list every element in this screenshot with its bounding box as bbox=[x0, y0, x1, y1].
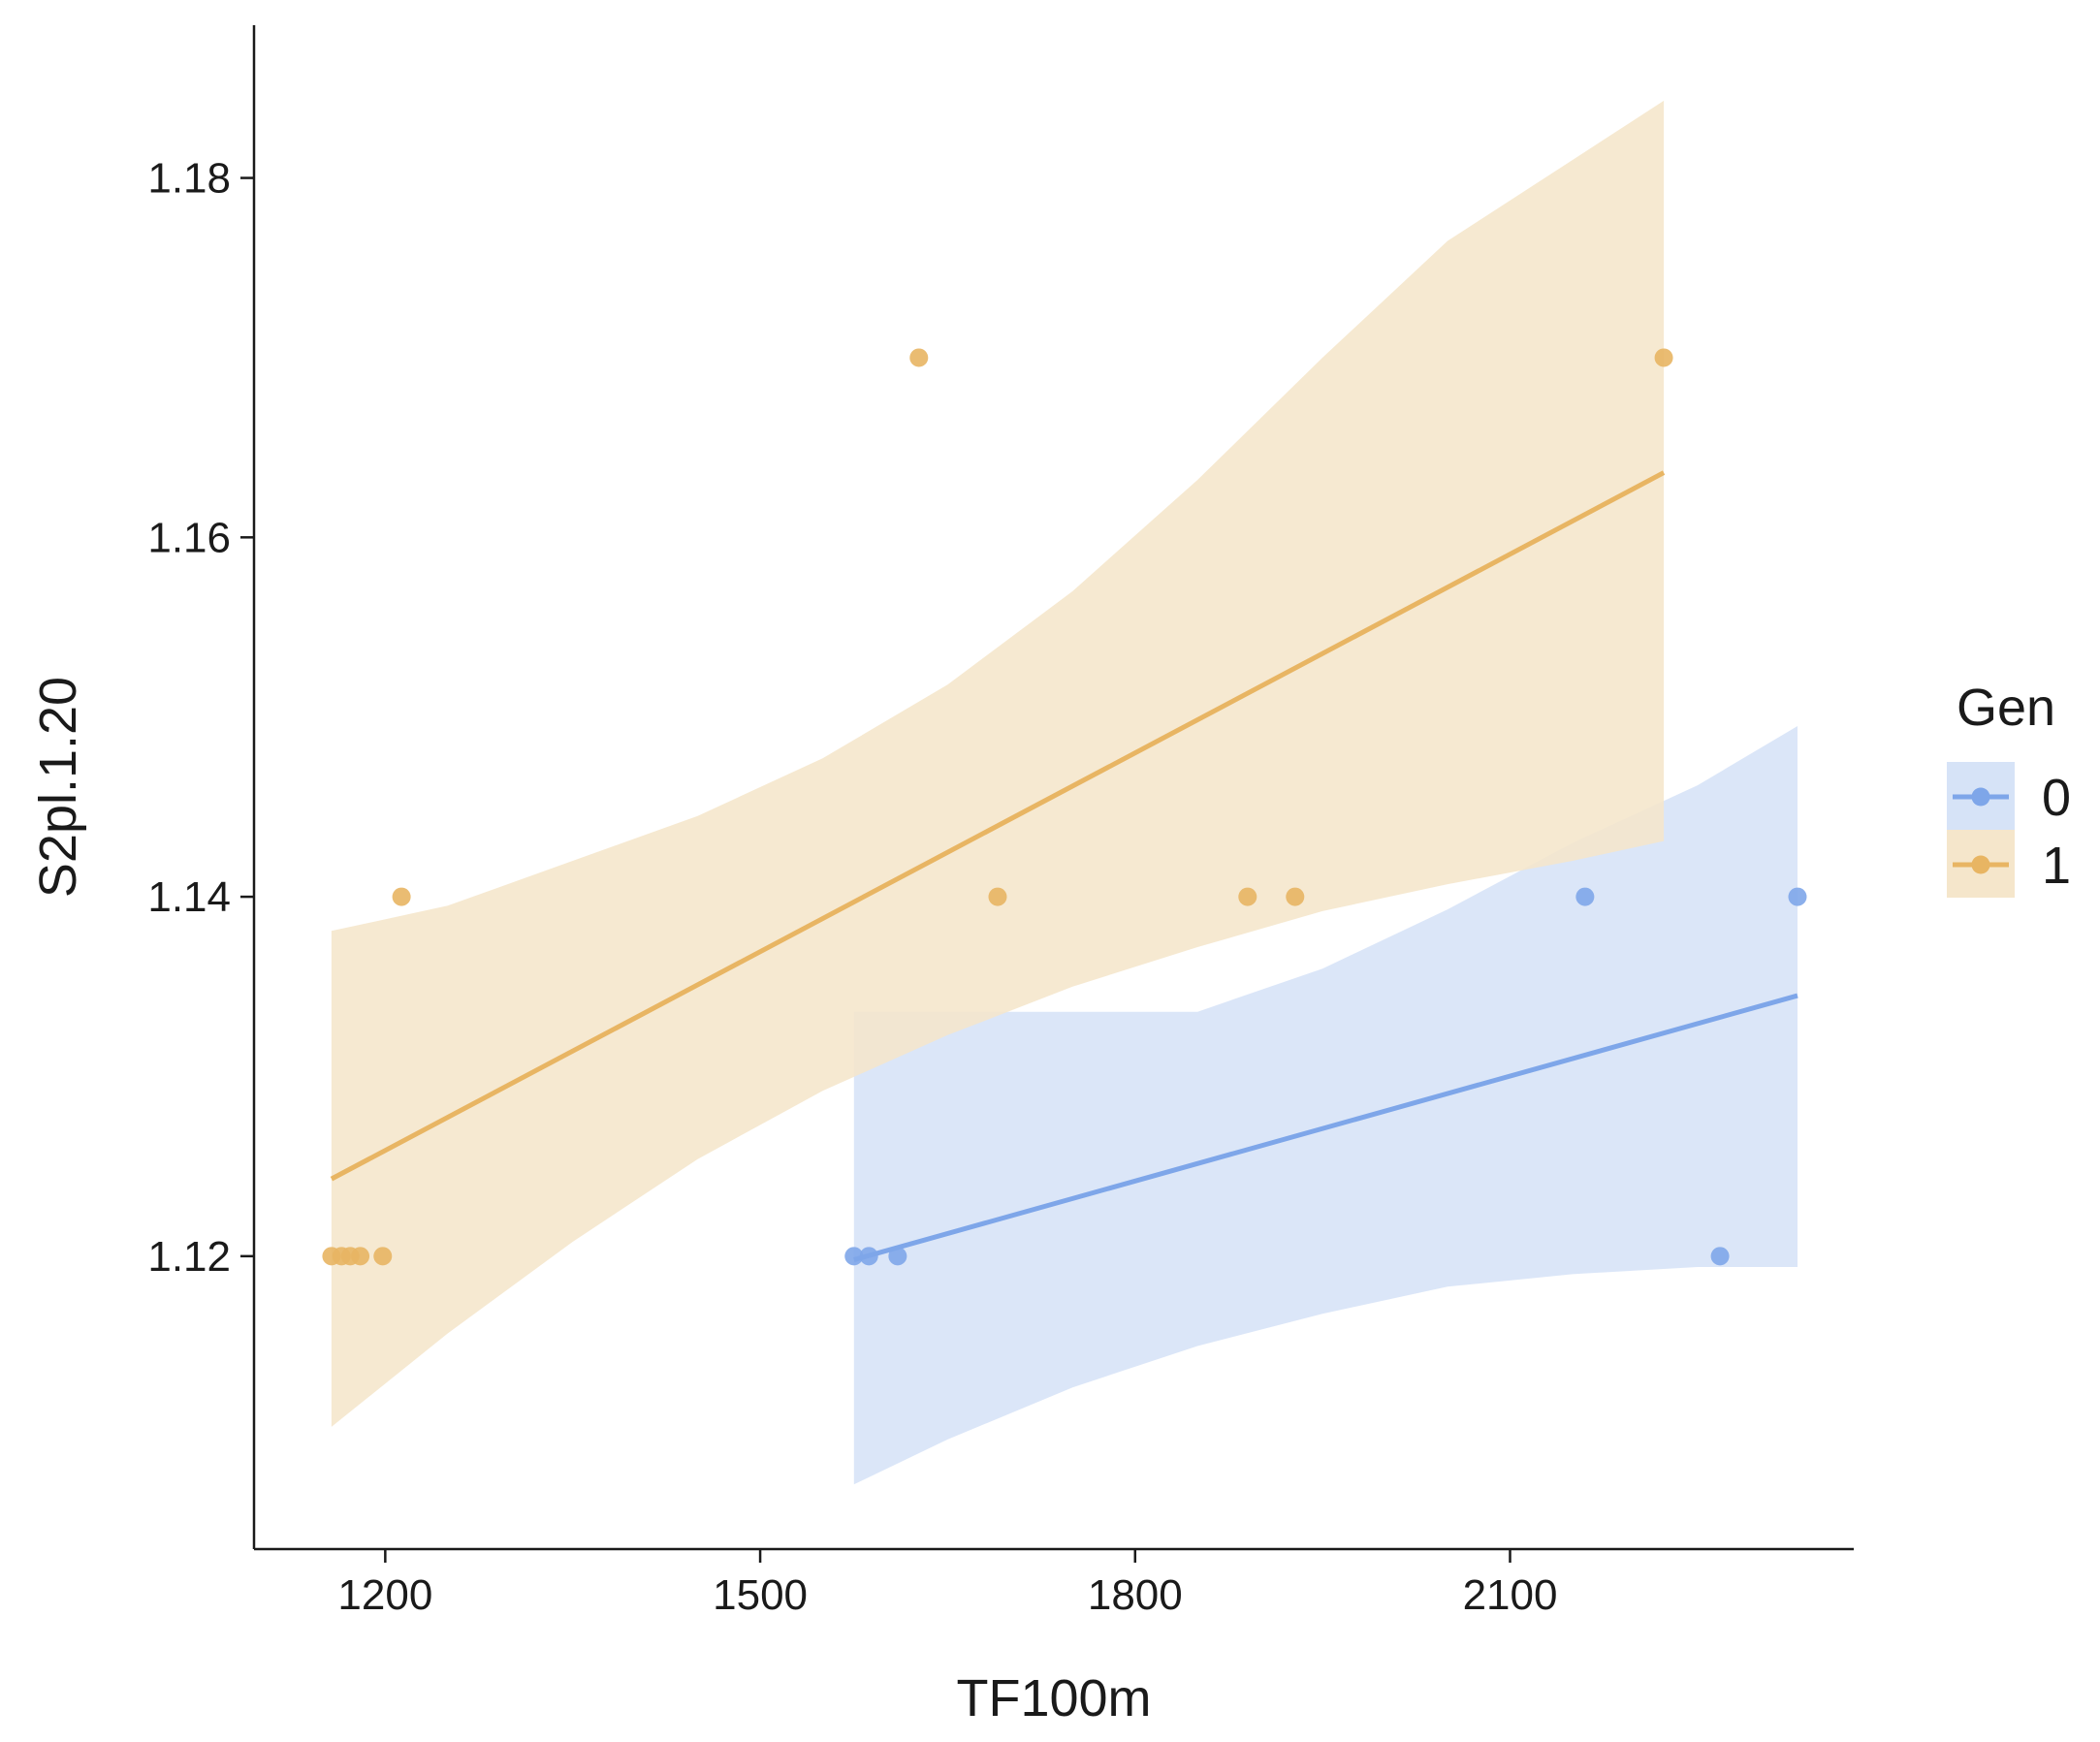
x-axis-title: TF100m bbox=[956, 1669, 1151, 1727]
data-points bbox=[322, 348, 1807, 1266]
data-point-gen-1-7 bbox=[909, 348, 929, 367]
fit-line-gen-1 bbox=[330, 470, 1666, 1182]
x-tick-label: 1800 bbox=[1088, 1571, 1183, 1619]
data-point-gen-0-4 bbox=[1575, 887, 1595, 906]
y-tick-label: 1.14 bbox=[147, 873, 231, 921]
y-tick-label: 1.12 bbox=[147, 1233, 231, 1281]
data-point-gen-0-1 bbox=[844, 1247, 864, 1266]
y-ticks: 1.12 1.14 1.16 1.18 bbox=[147, 155, 254, 1281]
legend: Gen 01 bbox=[1947, 679, 2071, 898]
confidence-band-gen-1 bbox=[331, 100, 1665, 1427]
data-point-gen-0-3 bbox=[888, 1247, 907, 1266]
x-ticks: 1200 1500 1800 2100 bbox=[337, 1549, 1557, 1619]
confidence-band-gen-0 bbox=[853, 726, 1798, 1485]
data-point-gen-0-6 bbox=[1788, 887, 1807, 906]
y-tick-label: 1.18 bbox=[147, 155, 231, 203]
data-point-gen-1-5 bbox=[373, 1247, 393, 1266]
legend-label-gen-1: 1 bbox=[2042, 837, 2071, 895]
data-point-gen-1-4 bbox=[351, 1247, 370, 1266]
data-point-gen-1-6 bbox=[392, 887, 411, 906]
legend-key-point-gen-1 bbox=[1971, 855, 1990, 874]
data-point-gen-1-11 bbox=[1654, 348, 1673, 367]
data-point-gen-1-10 bbox=[1286, 887, 1305, 906]
legend-label-gen-0: 0 bbox=[2042, 769, 2071, 827]
axes: 1200 1500 1800 2100 1.12 1.14 1.16 1.18 bbox=[147, 25, 1854, 1619]
data-point-gen-0-2 bbox=[859, 1247, 878, 1266]
confidence-bands bbox=[331, 100, 1798, 1485]
data-point-gen-1-9 bbox=[1238, 887, 1257, 906]
data-point-gen-1-8 bbox=[988, 887, 1007, 906]
x-tick-label: 2100 bbox=[1463, 1571, 1558, 1619]
legend-keys: 01 bbox=[1947, 762, 2071, 898]
x-tick-label: 1200 bbox=[337, 1571, 432, 1619]
y-axis-title: S2pl.1.20 bbox=[29, 677, 87, 898]
legend-title: Gen bbox=[1957, 679, 2055, 737]
fit-line-gen-0 bbox=[853, 993, 1798, 1262]
data-point-gen-0-5 bbox=[1710, 1247, 1730, 1266]
y-tick-label: 1.16 bbox=[147, 514, 231, 561]
legend-key-point-gen-0 bbox=[1971, 787, 1990, 807]
x-tick-label: 1500 bbox=[713, 1571, 808, 1619]
fit-lines bbox=[330, 470, 1798, 1262]
